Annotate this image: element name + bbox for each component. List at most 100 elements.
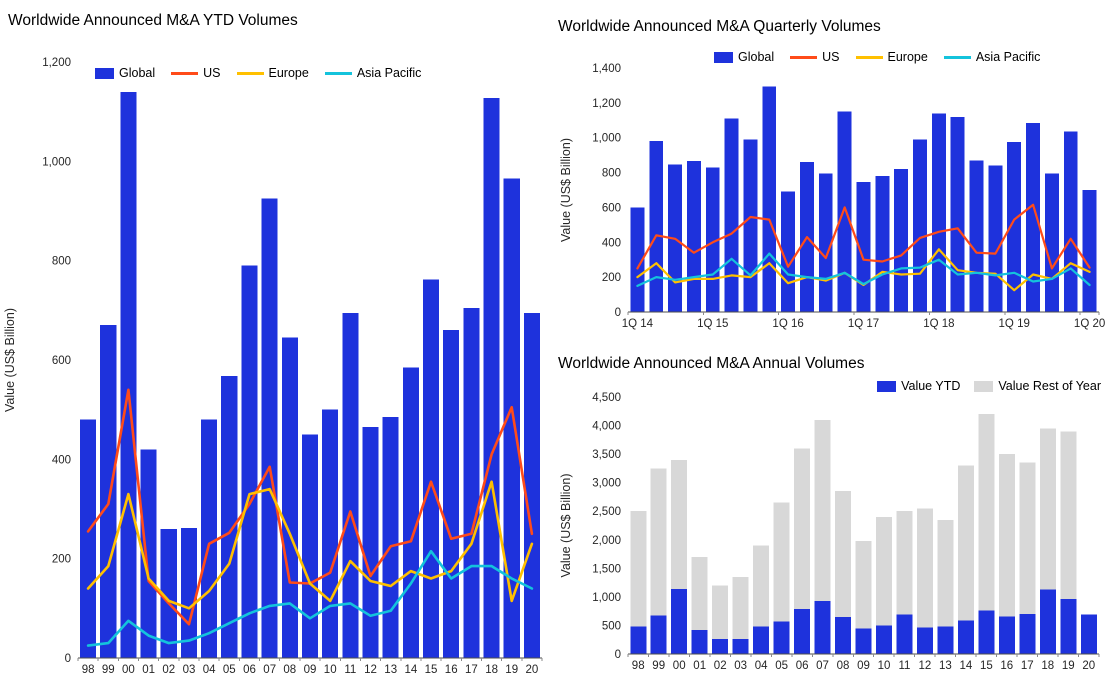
- bar: [100, 325, 117, 658]
- legend-item-asia-pacific: Asia Pacific: [324, 66, 421, 80]
- y-tick-label: 1,200: [42, 57, 71, 69]
- bar-segment: [1060, 431, 1077, 599]
- bar-segment: [876, 625, 892, 654]
- bar-segment: [998, 454, 1015, 617]
- bar: [402, 367, 419, 658]
- bar-segment: [896, 511, 913, 615]
- x-tick-label: 12: [919, 660, 932, 672]
- y-tick-label: 1,000: [592, 133, 621, 145]
- x-tick-label: 19: [505, 664, 518, 676]
- bar: [443, 330, 460, 658]
- bar-segment: [712, 639, 729, 654]
- y-tick-label: 800: [52, 256, 71, 268]
- x-tick-label: 1Q 16: [772, 318, 803, 330]
- legend-item-global: Global: [95, 66, 155, 80]
- y-tick-label: 600: [602, 202, 621, 214]
- x-tick-label: 1Q 17: [848, 318, 879, 330]
- x-tick-label: 11: [899, 660, 911, 672]
- bar: [1063, 131, 1078, 312]
- ytd-chart-title: Worldwide Announced M&A YTD Volumes: [8, 12, 298, 29]
- bar: [281, 337, 298, 658]
- bar-segment: [712, 585, 729, 640]
- bar: [362, 427, 379, 658]
- bar-segment: [671, 459, 688, 589]
- x-tick-label: 05: [223, 664, 236, 676]
- x-tick-label: 08: [837, 660, 850, 672]
- x-tick-label: 11: [344, 664, 356, 676]
- bar-segment: [1039, 589, 1056, 654]
- x-tick-label: 15: [980, 660, 993, 672]
- x-tick-label: 01: [693, 660, 706, 672]
- x-tick-label: 10: [878, 660, 891, 672]
- y-tick-label: 1,400: [592, 63, 621, 75]
- bar-segment: [998, 616, 1015, 654]
- bar: [1026, 122, 1040, 313]
- legend-item-us: US: [171, 66, 221, 80]
- bar-segment: [794, 608, 811, 654]
- bar: [913, 139, 927, 312]
- x-tick-label: 98: [632, 660, 645, 672]
- legend-swatch-global: [95, 67, 114, 79]
- legend-swatch-asia-pacific: [943, 55, 971, 59]
- ytd-chart-legend: Global US Europe Asia Pacific: [95, 66, 421, 80]
- x-tick-label: 00: [673, 660, 686, 672]
- legend-swatch-us: [171, 71, 199, 75]
- x-tick-label: 02: [714, 660, 727, 672]
- bar-segment: [957, 465, 974, 621]
- y-tick-label: 3,500: [592, 449, 621, 461]
- bar: [630, 207, 645, 312]
- x-tick-label: 98: [82, 664, 95, 676]
- x-tick-label: 12: [364, 664, 377, 676]
- y-tick-label: 1,500: [592, 563, 621, 575]
- bar-segment: [916, 508, 933, 628]
- y-tick-label: 1,000: [42, 156, 71, 168]
- y-tick-label: 200: [52, 554, 71, 566]
- x-tick-label: 1Q 18: [923, 318, 954, 330]
- bar-segment: [630, 626, 647, 654]
- bars-value-rest-of-year: [630, 414, 1077, 640]
- bar-segment: [691, 556, 708, 630]
- bar-segment: [630, 511, 647, 627]
- legend-item-value-ytd: Value YTD: [877, 379, 960, 393]
- annual-chart-legend: Value YTD Value Rest of Year: [877, 379, 1101, 393]
- y-tick-label: 4,500: [592, 392, 621, 404]
- y-tick-label: 800: [602, 168, 621, 180]
- y-tick-label: 2,000: [592, 535, 621, 547]
- bar: [724, 118, 739, 312]
- bar: [201, 419, 218, 658]
- x-tick-label: 04: [755, 660, 768, 672]
- bar-segment: [978, 610, 995, 654]
- bar-segment: [1060, 598, 1077, 654]
- bar-segment: [650, 468, 667, 616]
- legend-swatch-europe: [236, 71, 264, 75]
- legend-label: Value Rest of Year: [998, 379, 1101, 393]
- x-tick-label: 08: [283, 664, 296, 676]
- bar: [301, 434, 318, 658]
- x-tick-label: 1Q 14: [622, 318, 654, 330]
- bar-segment: [691, 630, 708, 654]
- bar: [180, 527, 197, 658]
- y-tick-label: 500: [602, 620, 621, 632]
- bar: [241, 265, 258, 658]
- line-asia-pacific: [636, 252, 1091, 287]
- x-tick-label: 17: [1021, 660, 1034, 672]
- x-tick-label: 00: [122, 664, 135, 676]
- x-tick-label: 19: [1062, 660, 1075, 672]
- legend-item-global: Global: [714, 50, 774, 64]
- x-tick-label: 1Q 19: [999, 318, 1030, 330]
- legend-item-value-rest-of-year: Value Rest of Year: [974, 379, 1101, 393]
- bar: [503, 178, 520, 658]
- bar: [423, 279, 440, 658]
- x-tick-label: 17: [465, 664, 478, 676]
- bar: [261, 198, 278, 658]
- bar-segment: [937, 626, 954, 654]
- bar-segment: [732, 576, 749, 639]
- x-tick-label: 16: [1000, 660, 1013, 672]
- legend-label: Global: [119, 66, 156, 80]
- bar: [743, 139, 758, 312]
- bar: [837, 111, 852, 312]
- bar: [160, 528, 177, 658]
- bar-segment: [876, 516, 892, 626]
- bar: [483, 97, 500, 659]
- legend-swatch-global: [714, 51, 733, 63]
